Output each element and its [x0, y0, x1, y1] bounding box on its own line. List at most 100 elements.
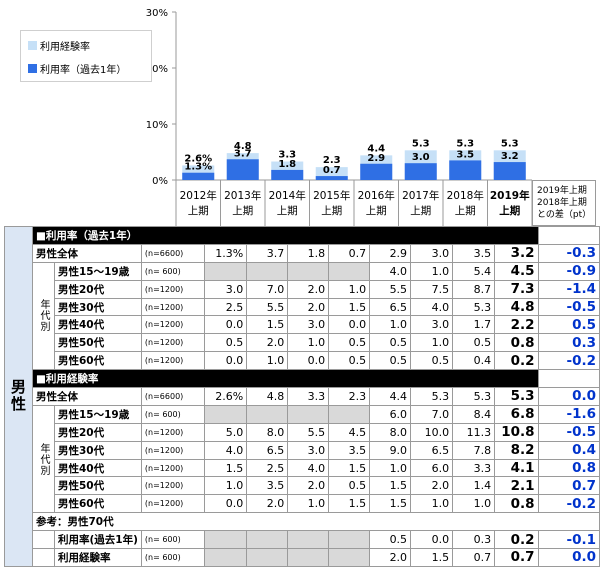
- table-row: 男性30代 (n=1200) 4.0 6.5 3.0 3.5 9.0 6.5 7.8 8.2 0.4: [5, 440, 600, 460]
- value-cell: 6.5: [246, 440, 289, 460]
- value-cell: 1.0: [328, 279, 371, 299]
- diff-cell: -0.5: [537, 422, 600, 442]
- table-row: 年代別 男性15～19歳 (n= 600) 4.0 1.0 5.4 4.5 -0.9: [5, 261, 600, 371]
- value-cell: 2.3: [328, 387, 371, 406]
- diff-cell: -0.2: [537, 494, 600, 514]
- table-row: 男性20代 (n=1200) 3.0 7.0 2.0 1.0 5.5 7.5 8.7 7.3 -1.…: [5, 279, 600, 299]
- diff-cell: -0.1: [537, 530, 600, 550]
- bar-usage: [493, 162, 526, 180]
- diff-cell: -0.9: [537, 261, 600, 281]
- value-cell: 9.0: [369, 440, 412, 460]
- bar-usage: [271, 169, 304, 180]
- table-row: 利用率(過去1年) (n= 600) 0.5 0.0 0.3 0.2 -0.1: [5, 530, 600, 550]
- value-cell: [203, 261, 248, 281]
- data-label-usage: 3.5: [456, 149, 474, 160]
- value-cell: [328, 548, 371, 567]
- diff-cell: -1.4: [537, 279, 600, 299]
- data-label-experience: 5.3: [412, 138, 430, 149]
- data-label-usage: 1.8: [278, 159, 296, 170]
- value-cell: 5.0: [203, 422, 248, 442]
- table-row: 年代別 男性15～19歳 (n= 600) 6.0 7.0 8.4 6.8 -1.6: [5, 404, 600, 514]
- x-tick-label: 2019年: [490, 189, 530, 202]
- value-cell: 7.3: [494, 279, 539, 299]
- legend-swatch-usage: [28, 64, 37, 73]
- value-cell: [287, 548, 330, 567]
- value-cell: 2.0: [410, 476, 454, 496]
- value-cell: 0.7: [452, 548, 496, 567]
- data-label-experience: 4.8: [234, 141, 252, 152]
- value-cell: 3.0: [287, 440, 330, 460]
- value-cell: 4.5: [494, 261, 539, 281]
- value-cell: 8.7: [452, 279, 496, 299]
- value-cell: 4.8: [494, 297, 539, 317]
- diff-cell: 0.5: [537, 315, 600, 335]
- row-label: 男性60代: [54, 351, 142, 371]
- value-cell: 3.5: [328, 440, 371, 460]
- row-label: 男性15～19歳: [54, 404, 142, 424]
- value-cell: 2.2: [494, 315, 539, 335]
- x-tick-label: 上期: [455, 205, 476, 217]
- value-cell: 1.0: [246, 351, 289, 371]
- sample-size: (n= 600): [140, 261, 205, 281]
- value-cell: 1.0: [369, 458, 412, 478]
- diff-header-line: 2018年上期: [537, 198, 587, 208]
- sex-label: 男性: [4, 226, 33, 567]
- sample-size: (n=1200): [140, 440, 205, 460]
- value-cell: 1.5: [246, 315, 289, 335]
- diff-cell: 0.3: [537, 333, 600, 353]
- sample-size: (n= 600): [140, 404, 205, 424]
- x-tick-label: 上期: [188, 205, 209, 217]
- x-tick-label: 上期: [321, 205, 342, 217]
- value-cell: [287, 530, 330, 550]
- value-cell: [203, 548, 248, 567]
- data-label-experience: 4.4: [367, 143, 385, 154]
- value-cell: 1.0: [287, 333, 330, 353]
- value-cell: 0.0: [203, 494, 248, 514]
- diff-spacer: [537, 369, 600, 389]
- value-cell: 3.0: [410, 315, 454, 335]
- value-cell: 0.2: [494, 351, 539, 371]
- value-cell: 6.8: [494, 404, 539, 424]
- x-tick-label: 2017年: [402, 189, 439, 202]
- reference-title: 参考：男性70代: [32, 512, 600, 532]
- value-cell: 5.3: [452, 387, 496, 406]
- value-cell: 2.0: [287, 297, 330, 317]
- table-row: 男性40代 (n=1200) 1.5 2.5 4.0 1.5 1.0 6.0 3.3 4.1 0.8: [5, 458, 600, 478]
- section-header-row: 男性 ■利用率（過去1年）: [4, 226, 600, 567]
- data-label-usage: 1.3%: [184, 162, 212, 173]
- sample-size: (n=1200): [140, 279, 205, 299]
- value-cell: 6.0: [369, 404, 412, 424]
- value-cell: [203, 530, 248, 550]
- y-tick-label: 10%: [146, 120, 168, 131]
- diff-cell: -1.6: [537, 404, 600, 424]
- value-cell: 1.4: [452, 476, 496, 496]
- diff-cell: 0.0: [537, 387, 600, 406]
- sample-size: (n=1200): [140, 422, 205, 442]
- value-cell: 5.3: [452, 297, 496, 317]
- section-title: ■利用経験率: [32, 369, 539, 389]
- row-label: 男性全体: [32, 387, 142, 406]
- table-row: 男性60代 (n=1200) 0.0 2.0 1.0 1.5 1.5 1.0 1.0 0.8 -0.…: [5, 494, 600, 514]
- value-cell: 2.5: [246, 458, 289, 478]
- sample-size: (n=1200): [140, 476, 205, 496]
- value-cell: 0.3: [452, 530, 496, 550]
- section-header-row: ■利用経験率: [5, 369, 600, 389]
- value-cell: 8.4: [452, 404, 496, 424]
- value-cell: 0.5: [328, 351, 371, 371]
- x-tick-label: 上期: [366, 205, 387, 217]
- value-cell: 2.1: [494, 476, 539, 496]
- value-cell: 0.4: [452, 351, 496, 371]
- sample-size: (n= 600): [140, 548, 205, 567]
- sample-size: (n=1200): [140, 297, 205, 317]
- row-label: 男性30代: [54, 297, 142, 317]
- value-cell: 10.0: [410, 422, 454, 442]
- value-cell: 1.0: [452, 494, 496, 514]
- diff-cell: 0.8: [537, 458, 600, 478]
- diff-header-line: 2019年上期: [537, 186, 587, 196]
- row-label: 男性15～19歳: [54, 261, 142, 281]
- row-label: 男性50代: [54, 333, 142, 353]
- sample-size: (n=1200): [140, 351, 205, 371]
- diff-cell: 0.0: [537, 548, 600, 567]
- value-cell: 7.8: [452, 440, 496, 460]
- row-label: 利用経験率: [54, 548, 142, 567]
